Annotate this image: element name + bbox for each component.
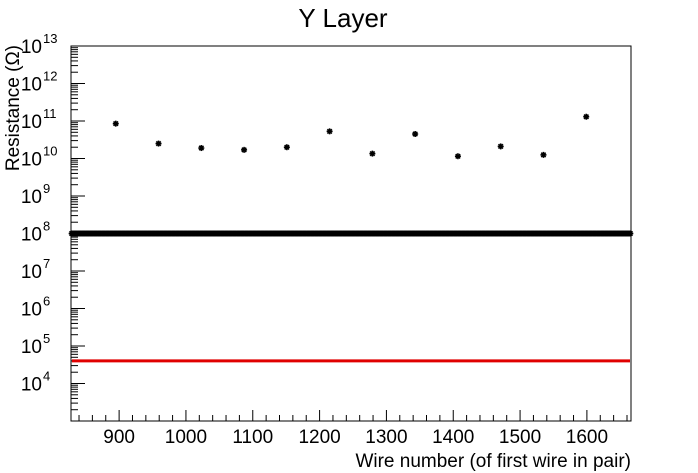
y-tick-exponent: 4 bbox=[43, 369, 50, 384]
band-point bbox=[627, 230, 634, 237]
x-tick-label: 1200 bbox=[298, 427, 340, 448]
y-tick-label: 10 bbox=[21, 337, 42, 358]
x-tick-label: 1000 bbox=[165, 427, 207, 448]
y-tick-label: 10 bbox=[21, 187, 42, 208]
x-axis: 900 1000 1100 1200 1300 1400 1500 1600 bbox=[78, 410, 628, 448]
data-point bbox=[283, 144, 290, 151]
y-tick-exponent: 8 bbox=[43, 219, 50, 234]
dense-band bbox=[68, 230, 634, 237]
y-tick-label: 10 bbox=[21, 225, 42, 246]
y-tick-label: 10 bbox=[21, 375, 42, 396]
y-tick-exponent: 5 bbox=[43, 331, 50, 346]
x-axis-label: Wire number (of first wire in pair) bbox=[355, 451, 631, 472]
data-point bbox=[198, 145, 205, 152]
y-tick-exponent: 9 bbox=[43, 181, 50, 196]
outlier-points bbox=[112, 113, 590, 160]
y-tick-label: 10 bbox=[21, 150, 42, 171]
y-tick-label: 10 bbox=[21, 75, 42, 96]
x-tick-label: 1600 bbox=[566, 427, 608, 448]
data-point bbox=[112, 120, 119, 127]
chart-title: Y Layer bbox=[298, 3, 387, 33]
x-tick-label: 1100 bbox=[232, 427, 273, 448]
y-tick-label: 10 bbox=[21, 262, 42, 283]
x-tick-label: 900 bbox=[103, 427, 135, 448]
x-tick-label: 1500 bbox=[499, 427, 541, 448]
y-tick-exponent: 6 bbox=[43, 294, 50, 309]
data-point bbox=[583, 113, 590, 120]
x-tick-label: 1300 bbox=[365, 427, 407, 448]
data-point bbox=[412, 131, 419, 138]
y-tick-label: 10 bbox=[21, 37, 42, 58]
y-tick-exponent: 10 bbox=[43, 144, 57, 159]
data-point bbox=[454, 153, 461, 160]
data-point bbox=[540, 151, 547, 158]
y-tick-exponent: 13 bbox=[43, 31, 57, 46]
y-tick-exponent: 11 bbox=[43, 106, 57, 121]
x-tick-label: 1400 bbox=[432, 427, 474, 448]
data-point bbox=[369, 150, 376, 157]
data-point bbox=[155, 140, 162, 147]
y-tick-label: 10 bbox=[21, 112, 42, 133]
y-tick-label: 10 bbox=[21, 300, 42, 321]
data-point bbox=[497, 143, 504, 150]
y-tick-exponent: 7 bbox=[43, 256, 50, 271]
y-axis-label: Resistance (Ω) bbox=[3, 45, 24, 171]
y-tick-exponent: 12 bbox=[43, 69, 57, 84]
data-point bbox=[326, 128, 333, 135]
data-point bbox=[241, 146, 248, 153]
